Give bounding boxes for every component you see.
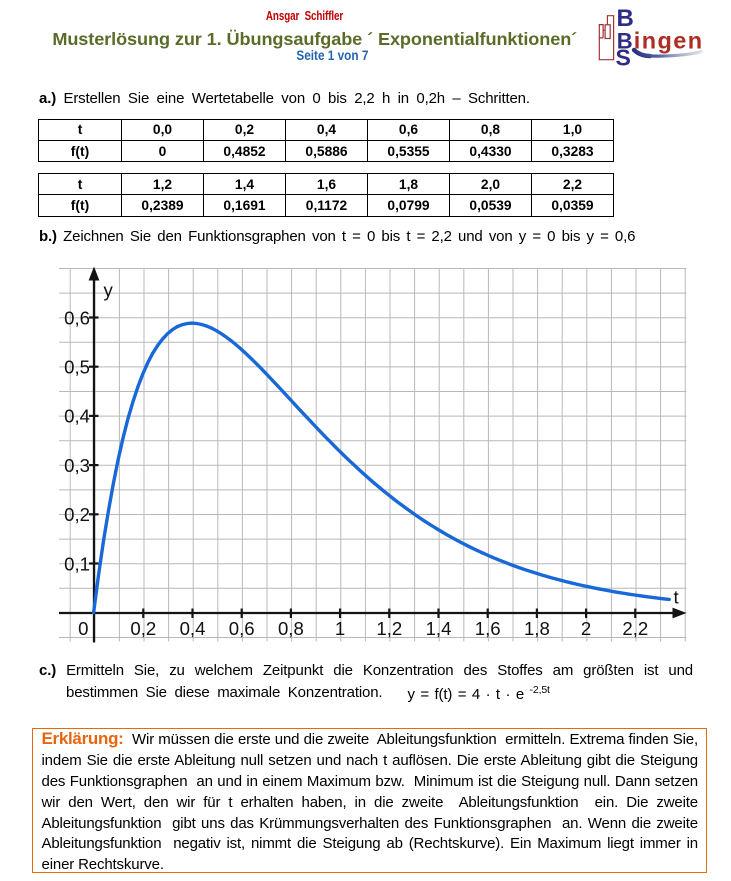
svg-text:2: 2 <box>581 618 591 639</box>
svg-text:ingen: ingen <box>634 27 704 53</box>
svg-text:B: B <box>617 5 634 32</box>
svg-text:0,6: 0,6 <box>229 618 255 639</box>
svg-text:1,8: 1,8 <box>524 618 550 639</box>
svg-text:2,2: 2,2 <box>622 618 648 639</box>
svg-text:0,4: 0,4 <box>180 618 206 639</box>
svg-text:1,2: 1,2 <box>376 618 402 639</box>
svg-text:0,5: 0,5 <box>64 357 90 378</box>
svg-text:0,8: 0,8 <box>278 618 304 639</box>
svg-text:B: B <box>617 28 633 53</box>
svg-text:0,2: 0,2 <box>64 504 90 525</box>
svg-text:0,4: 0,4 <box>64 406 90 427</box>
svg-text:S: S <box>616 45 631 71</box>
svg-text:1: 1 <box>335 618 345 639</box>
svg-text:y: y <box>104 280 114 301</box>
svg-text:0: 0 <box>78 618 88 639</box>
svg-text:0,3: 0,3 <box>64 455 90 476</box>
svg-text:t: t <box>674 587 680 608</box>
svg-text:0,2: 0,2 <box>130 618 156 639</box>
svg-text:0,6: 0,6 <box>64 307 90 328</box>
svg-text:1,4: 1,4 <box>426 618 452 639</box>
svg-text:1,6: 1,6 <box>475 618 501 639</box>
svg-text:0,1: 0,1 <box>64 553 90 574</box>
